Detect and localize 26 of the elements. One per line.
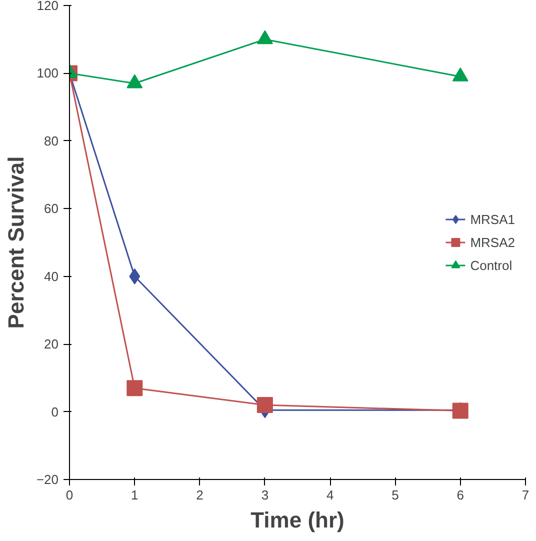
x-tick-label: 1 [131,488,138,502]
y-tick-label: 60 [44,201,59,216]
x-tick-label: 0 [66,488,74,502]
point [126,74,143,88]
legend-label: MRSA1 [470,212,515,226]
point [452,402,468,419]
x-tick-label: 2 [196,488,204,502]
point [256,30,273,44]
x-tick-label: 5 [392,488,399,502]
y-tick-label: 120 [36,0,59,13]
point [126,380,143,396]
x-tick-label: 3 [261,488,269,502]
x-tick-label: 6 [456,488,464,502]
x-tick-label: 4 [326,488,334,502]
point [452,67,468,82]
x-axis-title: Time (hr) [250,508,344,532]
y-tick-label: 80 [44,133,59,148]
y-tick-label: 40 [44,268,59,284]
y-tick-label: −20 [36,472,59,487]
legend-label: Control [470,258,512,272]
legend-label: MRSA2 [470,234,515,250]
y-tick-label: 20 [44,336,59,352]
x-tick-label: 7 [522,488,530,502]
y-axis-title: Percent Survival [3,156,28,329]
y-tick-label: 100 [36,66,59,81]
y-tick-label: 0 [51,404,59,420]
